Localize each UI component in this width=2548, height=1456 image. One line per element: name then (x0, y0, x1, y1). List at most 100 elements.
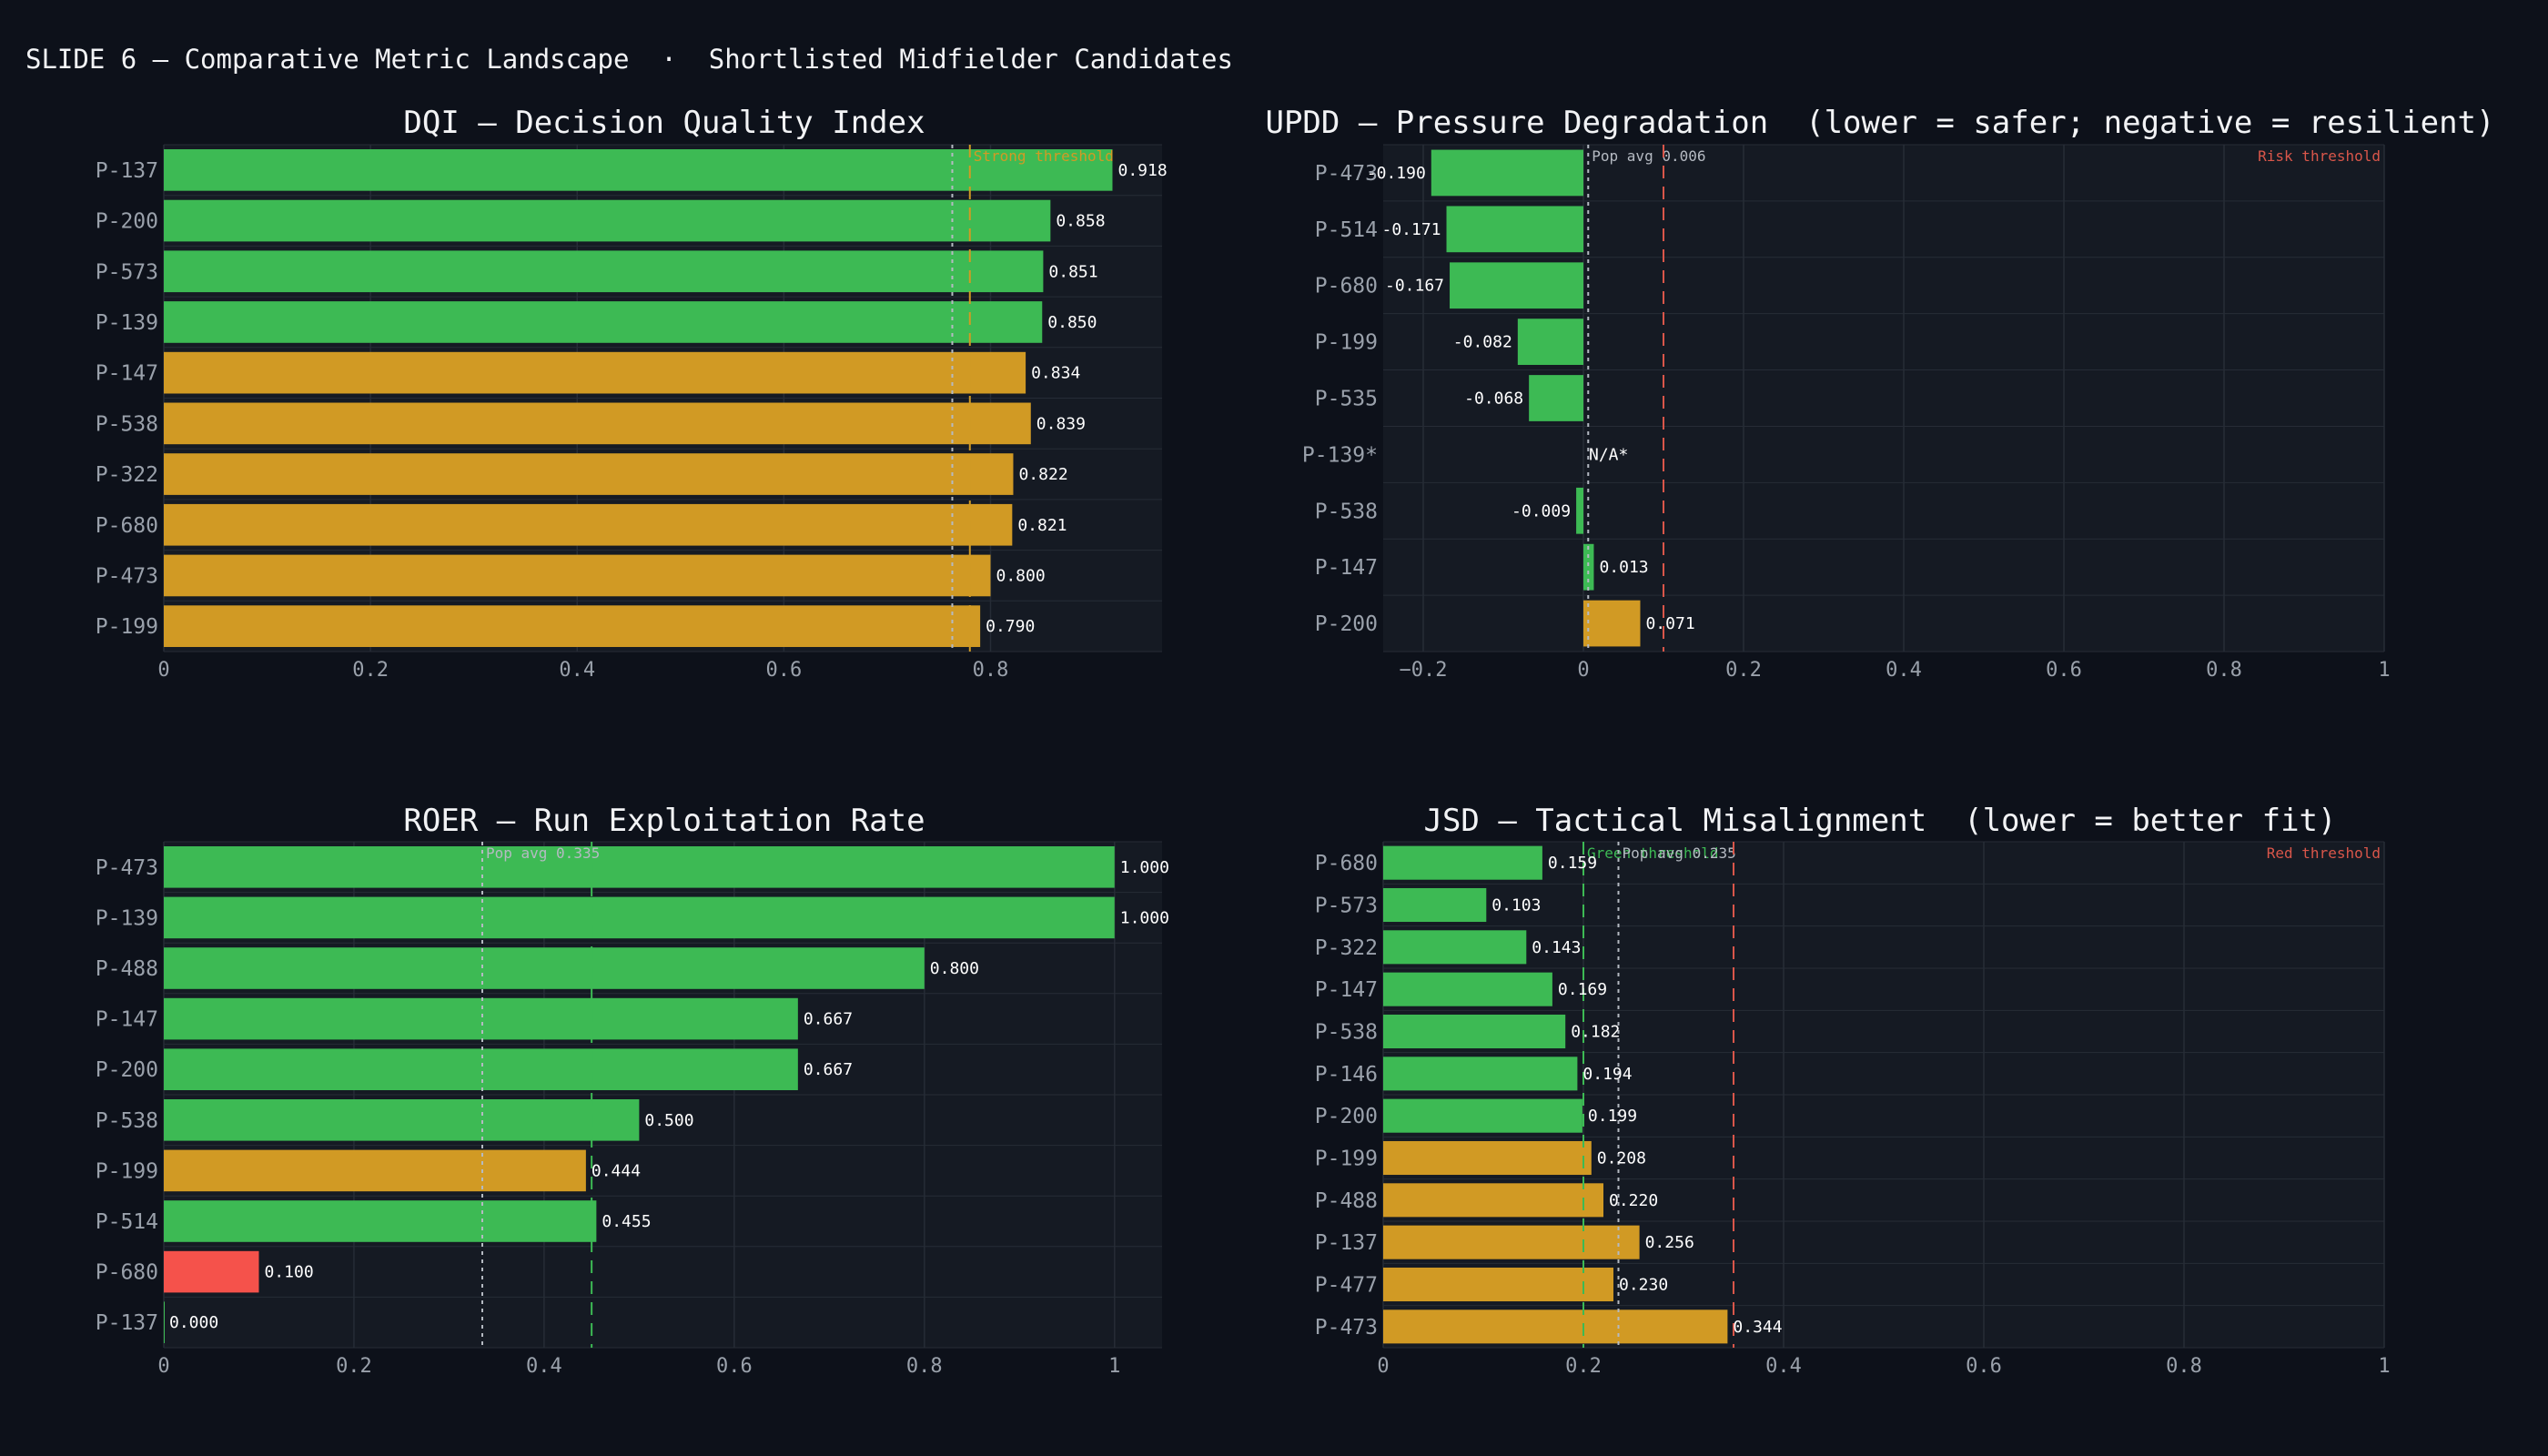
dqi-value-label-P-473: 0.800 (996, 566, 1045, 585)
roer-value-label-P-680: 0.100 (264, 1263, 313, 1282)
jsd-bar-P-199 (1383, 1140, 1592, 1176)
roer-bar-P-200 (164, 1048, 798, 1090)
jsd-ref-label-pop: Pop avg 0.235 (1623, 844, 1736, 862)
roer-value-label-P-488: 0.800 (930, 959, 979, 978)
dqi-chart: Strong threshold P-137 P-200 P-573 P-139 P-14… (96, 144, 1168, 682)
jsd-y-tick-label: P-488 (1315, 1189, 1378, 1213)
jsd-value-label-P-199: 0.208 (1597, 1149, 1646, 1168)
dqi-x-tick-label: 0.8 (973, 659, 1009, 682)
jsd-ref-label-green: Green threshold (1587, 844, 1719, 862)
jsd-y-tick-label: P-538 (1315, 1021, 1378, 1045)
updd-y-tick-label: P-538 (1315, 500, 1378, 523)
updd-x-tick-label: 0.6 (2046, 659, 2082, 682)
dqi-bar-P-200 (164, 199, 1051, 242)
dqi-y-tick-label: P-538 (96, 412, 158, 436)
jsd-value-label-P-137: 0.256 (1645, 1233, 1694, 1252)
updd-ref-label-pop: Pop avg 0.006 (1592, 147, 1705, 165)
jsd-value-label-P-200: 0.199 (1588, 1107, 1637, 1126)
jsd-bar-P-147 (1383, 972, 1552, 1006)
jsd-value-label-P-473: 0.344 (1733, 1318, 1782, 1337)
roer-bar-P-488 (164, 947, 925, 989)
updd-x-tick-label: 0.2 (1725, 659, 1762, 682)
updd-value-label-P-200: 0.071 (1645, 614, 1694, 633)
jsd-bar-P-477 (1383, 1267, 1613, 1302)
roer-y-tick-label: P-200 (96, 1058, 158, 1082)
jsd-value-label-P-680: 0.159 (1548, 854, 1597, 873)
jsd-y-tick-label: P-147 (1315, 978, 1378, 1002)
dqi-y-tick-label: P-139 (96, 311, 158, 335)
roer-value-label-P-199: 0.444 (592, 1161, 641, 1180)
updd-y-tick-label: P-147 (1315, 556, 1378, 580)
updd-bar-P-200 (1583, 600, 1641, 647)
updd-bar-P-680 (1450, 262, 1583, 309)
jsd-value-label-P-488: 0.220 (1609, 1191, 1658, 1210)
roer-x-tick-label: 1 (1108, 1355, 1120, 1378)
roer-value-label-P-147: 0.667 (804, 1010, 853, 1029)
dqi-chart-title: DQI — Decision Quality Index (403, 105, 925, 141)
jsd-bar-P-200 (1383, 1098, 1582, 1133)
updd-x-tick-label: 0 (1577, 659, 1589, 682)
roer-bar-P-680 (164, 1250, 259, 1293)
dqi-y-tick-label: P-680 (96, 514, 158, 538)
jsd-bar-P-137 (1383, 1225, 1640, 1259)
updd-y-tick-label: P-200 (1315, 612, 1378, 636)
roer-y-tick-label: P-139 (96, 906, 158, 930)
updd-y-tick-label: P-514 (1315, 218, 1378, 242)
dqi-value-label-P-322: 0.822 (1018, 465, 1067, 484)
roer-value-label-P-514: 0.455 (602, 1212, 651, 1231)
dqi-x-tick-label: 0 (157, 659, 169, 682)
jsd-x-tick-label: 0.6 (1966, 1355, 2002, 1378)
roer-value-label-P-200: 0.667 (804, 1060, 853, 1079)
dqi-bar-P-538 (164, 402, 1031, 445)
roer-bar-P-139 (164, 896, 1115, 939)
roer-chart: Pop avg 0.335 P-473 P-139 P-488 P-147 P-200 P-… (96, 841, 1169, 1378)
roer-y-tick-label: P-137 (96, 1311, 158, 1335)
jsd-y-tick-label: P-200 (1315, 1105, 1378, 1128)
updd-bar-P-473 (1431, 149, 1583, 197)
jsd-y-tick-label: P-146 (1315, 1063, 1378, 1087)
updd-bar-P-538 (1576, 487, 1583, 534)
dqi-x-tick-label: 0.6 (765, 659, 802, 682)
roer-x-tick-label: 0.2 (336, 1355, 372, 1378)
dqi-value-label-P-680: 0.821 (1017, 516, 1067, 535)
jsd-y-tick-label: P-680 (1315, 852, 1378, 875)
updd-value-label-P-473: -0.190 (1367, 164, 1426, 183)
roer-y-tick-label: P-538 (96, 1109, 158, 1133)
jsd-chart-title: JSD — Tactical Misalignment (lower = bet… (1423, 803, 2337, 839)
jsd-value-label-P-538: 0.182 (1571, 1023, 1620, 1042)
roer-y-tick-label: P-680 (96, 1261, 158, 1285)
jsd-bar-P-322 (1383, 930, 1527, 965)
roer-value-label-P-139: 1.000 (1120, 908, 1169, 927)
jsd-value-label-P-146: 0.194 (1582, 1065, 1632, 1084)
jsd-x-tick-label: 0.8 (2166, 1355, 2202, 1378)
roer-bar-P-199 (164, 1149, 586, 1192)
dqi-bar-P-147 (164, 351, 1026, 394)
jsd-bar-P-488 (1383, 1183, 1603, 1218)
jsd-x-tick-label: 0 (1377, 1355, 1389, 1378)
updd-y-tick-label: P-139* (1302, 443, 1378, 467)
updd-y-tick-label: P-535 (1315, 388, 1378, 411)
roer-x-tick-label: 0.4 (526, 1355, 562, 1378)
roer-bar-P-147 (164, 997, 798, 1040)
jsd-x-tick-label: 1 (2378, 1355, 2390, 1378)
updd-value-label-P-199: -0.082 (1453, 333, 1512, 352)
dqi-value-label-P-139: 0.850 (1047, 313, 1097, 332)
jsd-bar-P-146 (1383, 1057, 1578, 1091)
updd-bar-P-535 (1529, 375, 1583, 421)
jsd-bar-P-573 (1383, 887, 1487, 923)
updd-y-tick-label: P-473 (1315, 162, 1378, 186)
updd-chart-title: UPDD — Pressure Degradation (lower = saf… (1265, 105, 2495, 141)
jsd-bar-P-473 (1383, 1309, 1728, 1344)
updd-value-label-P-139*: N/A* (1589, 445, 1628, 464)
jsd-ref-label-risk: Red threshold (2267, 844, 2381, 862)
updd-x-tick-label: −0.2 (1400, 659, 1448, 682)
updd-bar-P-514 (1446, 206, 1583, 253)
updd-value-label-P-147: 0.013 (1599, 558, 1648, 577)
slide-title: SLIDE 6 — Comparative Metric Landscape ·… (25, 44, 1233, 75)
dqi-value-label-P-538: 0.839 (1036, 414, 1086, 433)
dqi-bar-P-473 (164, 554, 991, 597)
roer-y-tick-label: P-199 (96, 1159, 158, 1183)
jsd-y-tick-label: P-473 (1315, 1316, 1378, 1340)
